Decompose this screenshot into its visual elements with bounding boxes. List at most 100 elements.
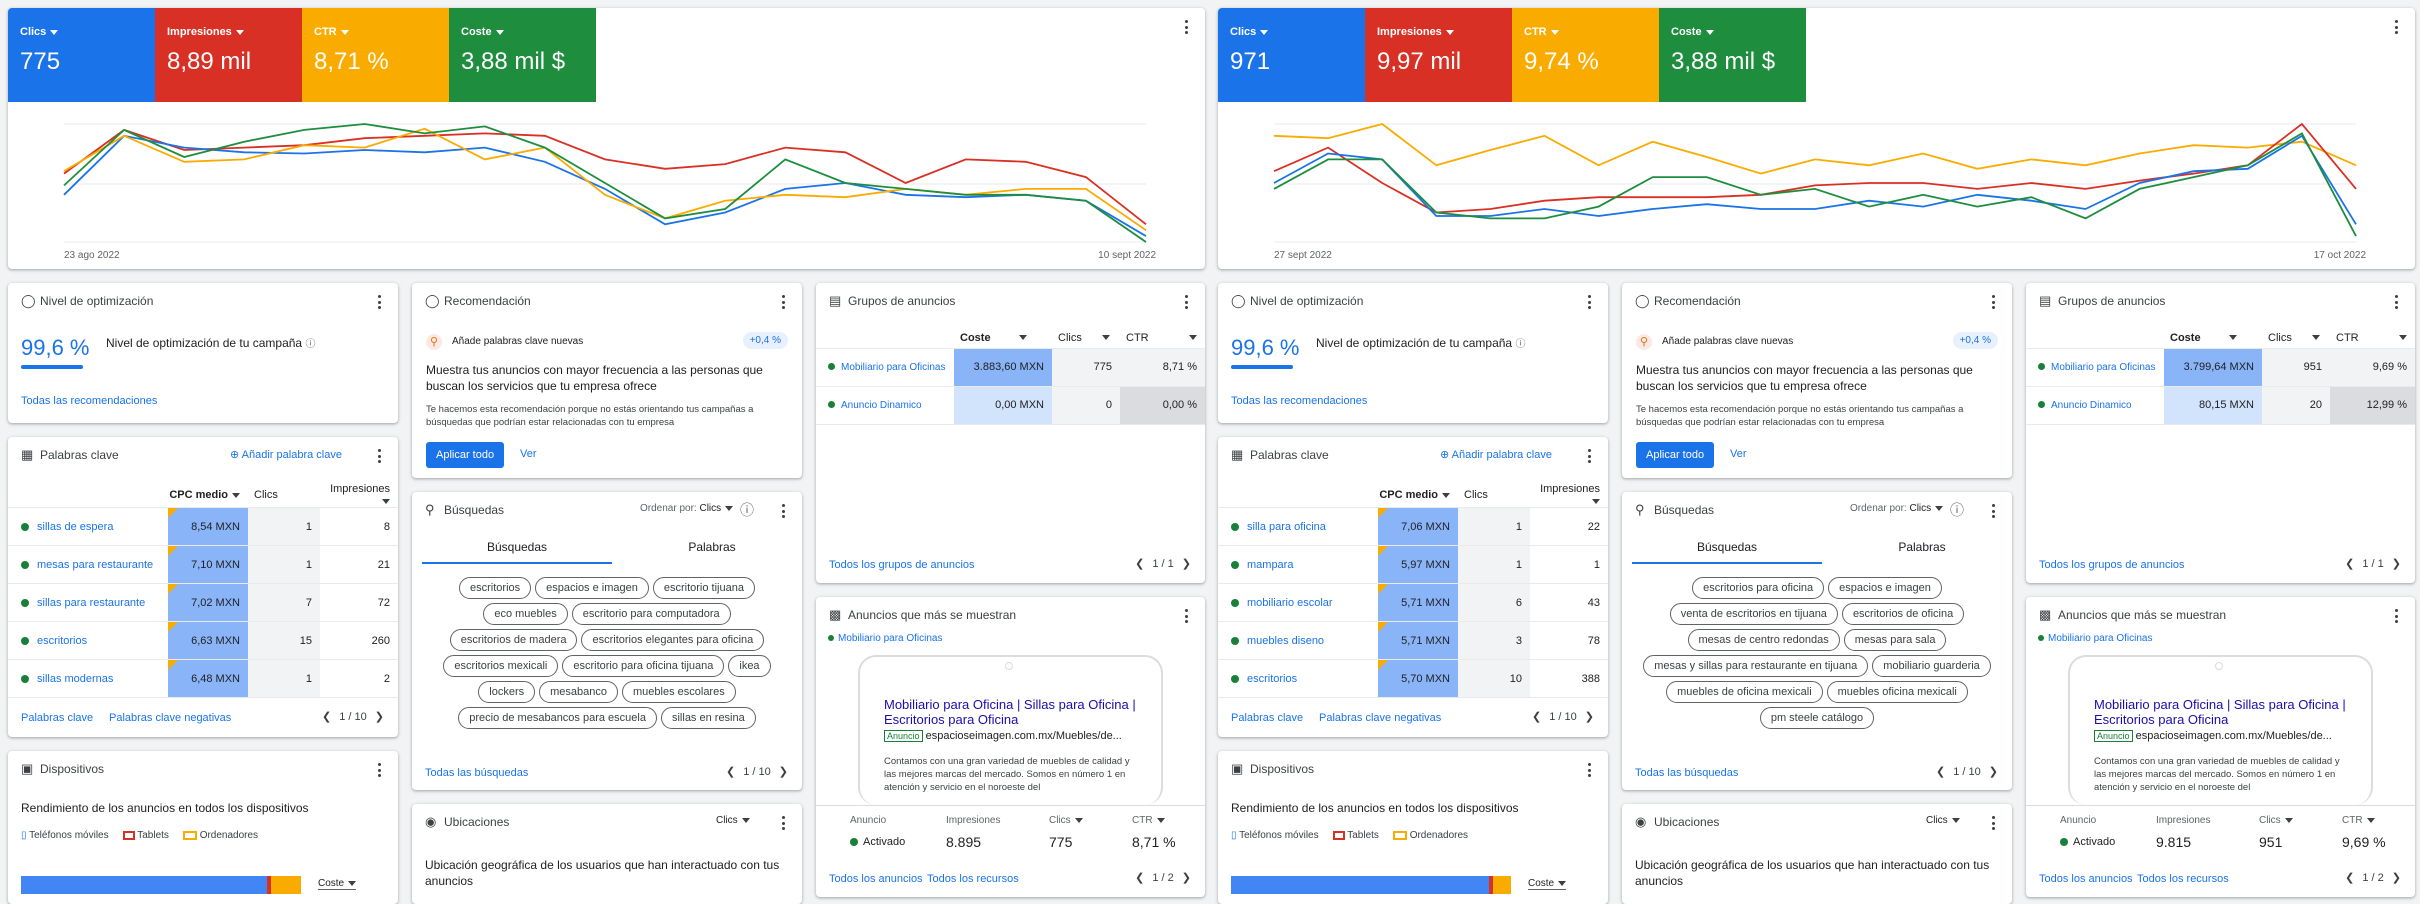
all-adgroups-link[interactable]: Todos los grupos de anuncios [829,559,975,571]
search-term-chip[interactable]: mesabanco [539,681,618,703]
search-term-chip[interactable]: escritorios [459,577,532,599]
locations-metric-select[interactable]: Clics [1926,815,1960,826]
view-button[interactable]: Ver [1730,448,1747,460]
next-icon[interactable]: ❯ [1988,766,1998,778]
keywords-link[interactable]: Palabras clave [1231,712,1304,724]
search-term-chip[interactable]: pm steele catálogo [1759,707,1875,729]
apply-all-button[interactable]: Aplicar todo [1636,442,1715,468]
search-term-chip[interactable]: lockers [478,681,536,703]
all-adgroups-link[interactable]: Todos los grupos de anuncios [2039,559,2185,571]
keywords-more-icon[interactable] [1582,447,1596,465]
search-term-chip[interactable]: espacios e imagen [535,577,649,599]
table-row[interactable]: muebles diseno 5,71 MXN 3 78 [1218,621,1608,660]
sort-control[interactable]: Ordenar por: Clics [640,503,734,514]
optimization-more-icon[interactable] [372,293,386,311]
next-icon[interactable]: ❯ [778,766,788,778]
table-row[interactable]: Anuncio Dinamico 80,15 MXN 20 12,99 % [2026,386,2415,425]
topads-more-icon[interactable] [2389,607,2403,625]
adgroup-name-cell[interactable]: Mobiliario para Oficinas [816,348,954,387]
keyword-cell[interactable]: sillas para restaurante [8,583,168,622]
help-icon[interactable]: ⓘ [1950,502,1964,518]
keyword-cell[interactable]: mobiliario escolar [1218,583,1378,622]
negative-keywords-link[interactable]: Palabras clave negativas [1319,712,1442,724]
metric-tile-ctr[interactable]: CTR 8,71 % [302,8,449,102]
table-row[interactable]: Mobiliario para Oficinas 3.799,64 MXN 951 9… [2026,348,2415,387]
metric-tile-impresiones[interactable]: Impresiones 9,97 mil [1365,8,1512,102]
all-recommendations-link[interactable]: Todas las recomendaciones [1231,395,1368,407]
search-term-chip[interactable]: muebles escolares [622,681,736,703]
keyword-cell[interactable]: muebles diseno [1218,621,1378,660]
ad-title[interactable]: Mobiliario para Oficina | Sillas para Of… [2094,697,2346,727]
col-ctr[interactable]: CTR [2342,815,2375,826]
search-term-chip[interactable]: mesas de centro redondas [1687,629,1840,651]
search-term-chip[interactable]: muebles oficina mexicali [1826,681,1968,703]
adgroups-more-icon[interactable] [2389,293,2403,311]
col-clicks[interactable]: Clics [1052,328,1120,349]
table-row[interactable]: escritorios 6,63 MXN 15 260 [8,621,398,660]
next-icon[interactable]: ❯ [2391,872,2401,884]
adgroup-name-cell[interactable]: Anuncio Dinamico [2026,386,2164,425]
overview-more-icon[interactable] [2389,18,2403,36]
keyword-cell[interactable]: silla para oficina [1218,507,1378,546]
adgroup-name-cell[interactable]: Anuncio Dinamico [816,386,954,425]
optimization-more-icon[interactable] [1582,293,1596,311]
prev-icon[interactable]: ❮ [2345,558,2355,570]
search-term-chip[interactable]: mobiliario guarderia [1872,655,1991,677]
next-icon[interactable]: ❯ [1584,711,1594,723]
sort-control[interactable]: Ordenar por: Clics [1850,503,1944,514]
keyword-cell[interactable]: sillas de espera [8,507,168,546]
col-ctr[interactable]: CTR [2330,328,2415,349]
prev-icon[interactable]: ❮ [726,766,736,778]
search-term-chip[interactable]: escritorios elegantes para oficina [581,629,765,651]
search-term-chip[interactable]: espacios e imagen [1828,577,1942,599]
keywords-more-icon[interactable] [372,447,386,465]
view-button[interactable]: Ver [520,448,537,460]
prev-icon[interactable]: ❮ [1135,872,1145,884]
tab-words[interactable]: Palabras [1898,540,1946,554]
keyword-cell[interactable]: sillas modernas [8,659,168,698]
col-impressions[interactable]: Impresiones [1530,483,1608,508]
next-icon[interactable]: ❯ [2391,558,2401,570]
col-ctr[interactable]: CTR [1132,815,1165,826]
table-row[interactable]: sillas de espera 8,54 MXN 1 8 [8,507,398,546]
negative-keywords-link[interactable]: Palabras clave negativas [109,712,232,724]
devices-more-icon[interactable] [1582,761,1596,779]
col-cost[interactable]: Coste [2164,328,2262,349]
devices-more-icon[interactable] [372,761,386,779]
prev-icon[interactable]: ❮ [2345,872,2355,884]
tab-words[interactable]: Palabras [688,540,736,554]
next-icon[interactable]: ❯ [1181,558,1191,570]
topads-group[interactable]: Mobiliario para Oficinas [2038,633,2153,644]
topads-group[interactable]: Mobiliario para Oficinas [828,633,943,644]
table-row[interactable]: Anuncio Dinamico 0,00 MXN 0 0,00 % [816,386,1205,425]
search-term-chip[interactable]: venta de escritorios en tijuana [1669,603,1838,625]
tab-searches[interactable]: Búsquedas [422,540,612,564]
searches-more-icon[interactable] [776,502,790,520]
metric-tile-clics[interactable]: Clics 971 [1218,8,1365,102]
table-row[interactable]: Mobiliario para Oficinas 3.883,60 MXN 775 8… [816,348,1205,387]
locations-metric-select[interactable]: Clics [716,815,750,826]
search-term-chip[interactable]: escritorio para oficina tijuana [562,655,725,677]
all-searches-link[interactable]: Todas las búsquedas [1635,767,1739,779]
table-row[interactable]: mobiliario escolar 5,71 MXN 6 43 [1218,583,1608,622]
help-icon[interactable]: ⓘ [305,339,316,350]
all-assets-link[interactable]: Todos los recursos [927,873,1019,885]
adgroups-more-icon[interactable] [1179,293,1193,311]
search-term-chip[interactable]: eco muebles [483,603,568,625]
search-term-chip[interactable]: escritorios mexicali [443,655,559,677]
all-ads-link[interactable]: Todos los anuncios [829,873,923,885]
tab-searches[interactable]: Búsquedas [1632,540,1822,564]
locations-more-icon[interactable] [776,814,790,832]
metric-tile-coste[interactable]: Coste 3,88 mil $ [449,8,596,102]
search-term-chip[interactable]: mesas y sillas para restaurante en tijua… [1643,655,1869,677]
next-icon[interactable]: ❯ [374,711,384,723]
search-term-chip[interactable]: escritorios de madera [449,629,578,651]
search-term-chip[interactable]: escritorios de oficina [1841,603,1965,625]
table-row[interactable]: sillas modernas 6,48 MXN 1 2 [8,659,398,698]
col-ctr[interactable]: CTR [1120,328,1205,349]
prev-icon[interactable]: ❮ [322,711,332,723]
search-term-chip[interactable]: precio de mesabancos para escuela [458,707,657,729]
apply-all-button[interactable]: Aplicar todo [426,442,505,468]
add-keyword-button[interactable]: ⊕ Añadir palabra clave [230,449,342,461]
keywords-link[interactable]: Palabras clave [21,712,94,724]
